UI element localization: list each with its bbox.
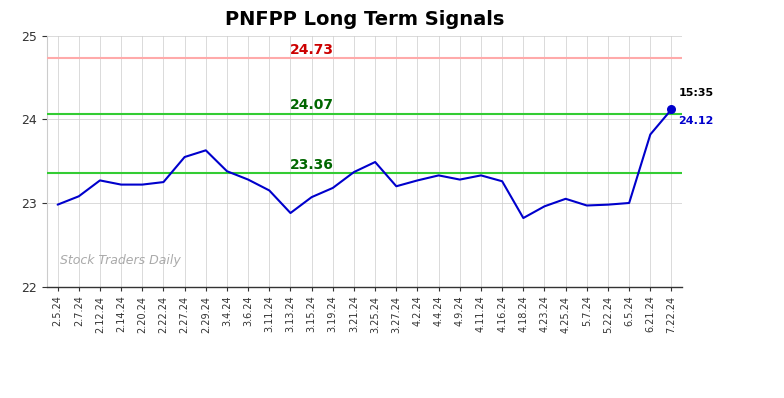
Text: 15:35: 15:35 [678, 88, 713, 98]
Text: Stock Traders Daily: Stock Traders Daily [60, 254, 180, 267]
Text: 23.36: 23.36 [290, 158, 333, 172]
Title: PNFPP Long Term Signals: PNFPP Long Term Signals [225, 10, 504, 29]
Text: 24.73: 24.73 [289, 43, 334, 57]
Text: 24.07: 24.07 [289, 98, 334, 112]
Point [665, 106, 677, 113]
Text: 24.12: 24.12 [678, 116, 713, 126]
